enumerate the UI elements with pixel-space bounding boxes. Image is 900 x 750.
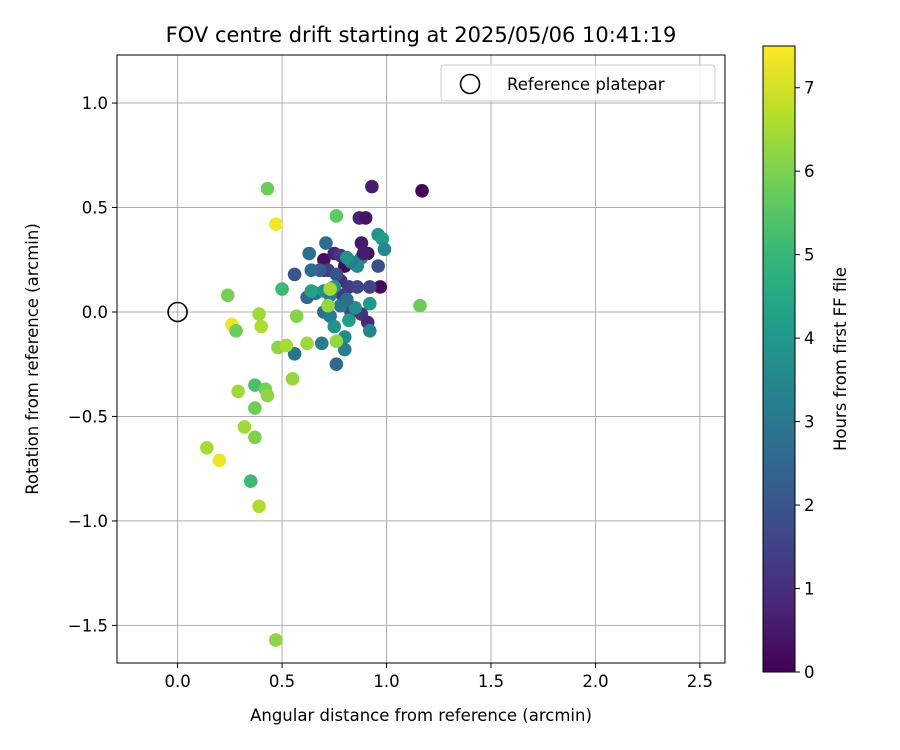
data-point xyxy=(231,384,245,399)
data-point xyxy=(268,633,283,647)
data-point xyxy=(237,420,252,434)
x-tick-label: 1.0 xyxy=(373,672,399,691)
x-tick-label: 2.0 xyxy=(582,672,608,691)
legend-label-reference: Reference platepar xyxy=(507,75,665,94)
legend-marker-reference xyxy=(459,73,481,95)
chart-title: FOV centre drift starting at 2025/05/06 … xyxy=(166,23,677,47)
data-point xyxy=(373,280,388,294)
plot-background xyxy=(117,55,725,663)
data-point xyxy=(363,323,377,338)
data-point xyxy=(248,430,262,445)
colorbar-tick-label: 1 xyxy=(804,580,815,599)
colorbar-tick-label: 3 xyxy=(804,413,815,432)
data-point xyxy=(285,372,300,386)
data-point xyxy=(327,319,342,334)
data-point xyxy=(289,309,304,323)
data-point xyxy=(321,298,335,313)
data-point xyxy=(317,252,331,267)
colorbar-tick-label: 0 xyxy=(804,663,815,682)
data-point xyxy=(337,342,352,357)
x-axis-label: Angular distance from reference (arcmin) xyxy=(250,706,592,725)
colorbar-tick-label: 6 xyxy=(804,162,815,181)
data-point xyxy=(212,453,227,468)
data-point xyxy=(287,267,302,282)
data-point xyxy=(279,338,294,353)
data-point xyxy=(319,236,333,250)
y-axis-ticks: −1.5 −1.0 −0.5 0.0 0.5 1.0 xyxy=(68,94,117,635)
x-tick-label: 2.5 xyxy=(687,672,713,691)
data-point xyxy=(268,217,283,232)
colorbar-ticks: 0 1 2 3 4 5 6 7 xyxy=(795,79,815,682)
data-point xyxy=(371,259,385,273)
data-point xyxy=(415,184,429,198)
data-point xyxy=(252,499,266,514)
data-point xyxy=(375,232,390,246)
data-point xyxy=(323,282,337,296)
data-point xyxy=(329,209,344,223)
data-point xyxy=(329,357,344,372)
data-point xyxy=(200,440,214,455)
data-point xyxy=(220,288,235,303)
data-point xyxy=(300,336,314,351)
colorbar-tick-label: 2 xyxy=(804,496,815,515)
data-point xyxy=(287,346,302,361)
data-point xyxy=(304,284,319,298)
colorbar: 0 1 2 3 4 5 6 7 Hours from first FF file xyxy=(762,45,850,682)
y-tick-label: −1.5 xyxy=(68,616,108,635)
data-point xyxy=(314,336,329,351)
legend: Reference platepar xyxy=(440,64,716,102)
colorbar-tick-label: 5 xyxy=(804,246,815,265)
data-point xyxy=(329,334,344,349)
legend-box xyxy=(440,64,716,102)
data-point xyxy=(342,313,356,328)
data-point xyxy=(304,263,319,278)
data-point xyxy=(260,388,275,403)
y-tick-label: 1.0 xyxy=(82,94,108,113)
y-tick-label: −0.5 xyxy=(68,407,108,426)
data-point xyxy=(363,296,377,311)
data-point xyxy=(323,309,337,323)
data-point xyxy=(252,307,266,321)
data-point xyxy=(354,236,369,250)
data-point xyxy=(229,323,243,338)
y-axis-label: Rotation from reference (arcmin) xyxy=(23,223,42,495)
data-point xyxy=(248,401,262,415)
data-point xyxy=(260,181,275,196)
data-point xyxy=(363,280,377,294)
colorbar-gradient xyxy=(762,45,796,673)
data-points xyxy=(167,179,429,647)
grid-lines xyxy=(117,55,725,663)
y-tick-label: 0.5 xyxy=(82,199,108,218)
colorbar-tick-label: 7 xyxy=(804,79,815,98)
data-point xyxy=(356,246,371,261)
colorbar-label: Hours from first FF file xyxy=(831,267,850,451)
data-point xyxy=(243,474,258,489)
data-point xyxy=(413,298,427,313)
x-tick-label: 0.0 xyxy=(164,672,190,691)
y-tick-label: 0.0 xyxy=(82,303,108,322)
data-point xyxy=(248,378,262,392)
y-tick-label: −1.0 xyxy=(68,512,108,531)
colorbar-tick-label: 4 xyxy=(804,329,815,348)
data-point xyxy=(358,211,373,225)
data-point xyxy=(377,242,392,257)
x-tick-label: 1.5 xyxy=(478,672,504,691)
data-point xyxy=(302,246,317,261)
data-point xyxy=(340,292,354,307)
data-point xyxy=(350,280,365,294)
x-tick-label: 0.5 xyxy=(269,672,295,691)
data-point xyxy=(348,301,362,315)
data-point xyxy=(275,282,289,296)
x-axis-ticks: 0.0 0.5 1.0 1.5 2.0 2.5 xyxy=(164,663,713,691)
data-point xyxy=(254,319,268,334)
data-point xyxy=(340,250,354,265)
reference-platepar-marker xyxy=(167,301,188,323)
data-point xyxy=(365,179,379,194)
data-point xyxy=(329,267,344,282)
plot-frame xyxy=(116,54,726,664)
